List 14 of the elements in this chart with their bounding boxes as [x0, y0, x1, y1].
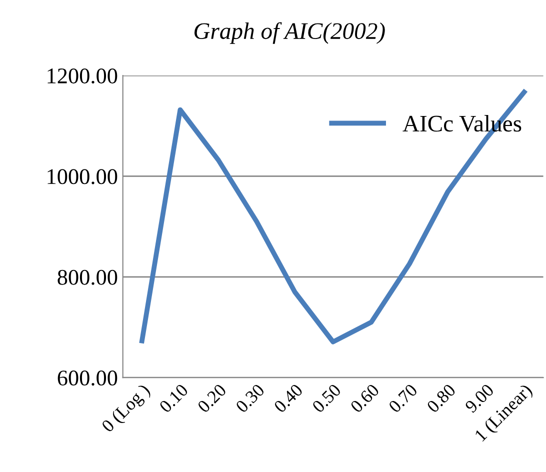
x-tick-label: 0.20: [196, 383, 227, 414]
x-tick-label: 0.60: [350, 383, 380, 414]
x-tick-label: 0.80: [426, 383, 456, 414]
x-tick-label: 0.70: [388, 383, 418, 414]
x-tick-label: 0.50: [312, 383, 342, 414]
line-series: [140, 90, 527, 344]
y-tick-label: 1000.00: [48, 169, 118, 184]
x-tick-label: 0.30: [235, 383, 266, 414]
x-tick-label: 0.10: [158, 383, 189, 414]
chart-title: Graph of AIC(2002): [194, 22, 385, 44]
y-tick-label: 800.00: [58, 270, 118, 285]
x-tick-label: 0.40: [273, 383, 304, 414]
y-tick-label: 600.00: [58, 370, 118, 386]
y-tick-label: 1200.00: [48, 68, 118, 84]
